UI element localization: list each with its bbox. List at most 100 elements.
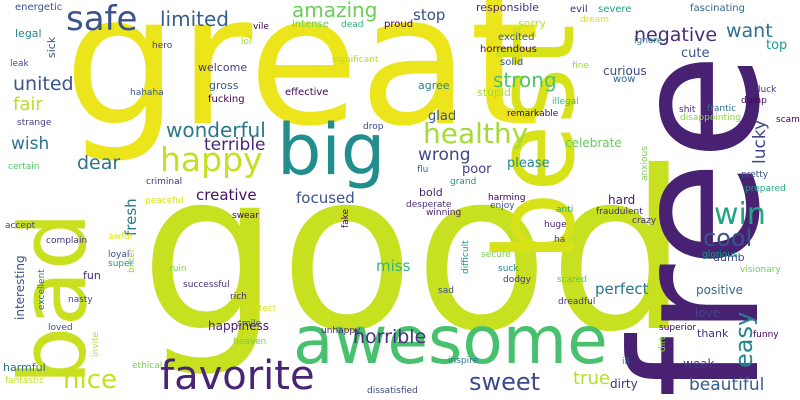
word: remarkable — [507, 109, 559, 119]
word: frantic — [707, 104, 737, 114]
word: stop — [413, 6, 446, 24]
word: pretty — [741, 170, 769, 180]
word: smile — [237, 319, 261, 329]
word: secure — [481, 250, 511, 260]
word: celebrate — [565, 136, 622, 150]
word-vertical: anxious — [640, 146, 650, 181]
word-vertical: interesting — [13, 255, 27, 320]
word: prepared — [745, 184, 786, 194]
word: harmful — [3, 361, 46, 374]
word: huge — [544, 220, 567, 230]
word: dumb — [713, 251, 745, 264]
word: awesome — [293, 302, 608, 379]
word: heaven — [233, 337, 267, 347]
word: legal — [15, 27, 42, 40]
word: true — [573, 368, 610, 389]
word-vertical: invite — [91, 331, 101, 357]
word: sorry — [518, 17, 546, 30]
word: limited — [160, 7, 229, 31]
word: big — [277, 109, 386, 191]
word: responsible — [476, 1, 540, 14]
word: positive — [696, 283, 744, 297]
word: fraudulent — [596, 207, 643, 217]
word: accept — [5, 221, 36, 231]
word: fair — [13, 94, 43, 115]
word: complain — [46, 236, 88, 246]
word-vertical: dirt — [658, 336, 668, 352]
word: hero — [152, 41, 173, 51]
word: united — [13, 73, 74, 95]
word: energetic — [15, 2, 63, 13]
word: severe — [598, 4, 632, 15]
word: horrendous — [480, 44, 537, 55]
word: glorious — [702, 250, 738, 260]
word: dissatisfied — [367, 386, 418, 396]
word: fun — [83, 269, 101, 282]
word: wish — [11, 134, 50, 154]
word: ethical — [132, 361, 163, 371]
word: hard — [608, 193, 636, 207]
word: scared — [557, 275, 587, 285]
word: miss — [376, 257, 411, 275]
word: intense — [292, 19, 329, 30]
word: happiness — [208, 319, 270, 333]
word: dear — [77, 152, 121, 174]
word: wonderful — [166, 118, 266, 142]
word: grand — [450, 177, 477, 187]
word: dirty — [610, 377, 638, 391]
word: unhappy — [321, 326, 361, 336]
word: excited — [498, 32, 535, 43]
word-vertical: excellent — [37, 269, 47, 310]
word: bold — [419, 186, 443, 199]
word: top — [766, 38, 788, 53]
word: nice — [63, 365, 117, 395]
word: sad — [438, 286, 454, 296]
word: crazy — [632, 216, 657, 226]
word: inspire — [448, 356, 479, 366]
word: cute — [681, 46, 710, 61]
word: weak — [683, 357, 715, 371]
word: wrong — [418, 145, 471, 165]
word: amazing — [292, 0, 378, 22]
word: thank — [697, 327, 729, 340]
word: harming — [488, 193, 526, 203]
word: certain — [8, 162, 40, 172]
word: hahaha — [130, 88, 164, 98]
word: enjoy — [490, 201, 515, 211]
word: criminal — [146, 177, 183, 187]
word: loved — [48, 323, 73, 333]
word: disappointing — [680, 113, 742, 123]
word: suck — [498, 264, 519, 274]
word: visionary — [740, 265, 781, 275]
word-vertical: difficult — [461, 240, 471, 274]
word: successful — [183, 280, 230, 290]
word: cool — [703, 224, 753, 252]
word: fine — [572, 61, 589, 71]
word-vertical: fake — [341, 208, 351, 228]
word: dream — [580, 15, 610, 25]
word: beautiful — [689, 375, 765, 395]
word: swear — [232, 211, 259, 221]
word: poor — [462, 162, 492, 177]
word: significant — [332, 55, 379, 65]
word: rich — [230, 292, 247, 302]
word: love — [695, 306, 721, 320]
word: illegal — [552, 97, 579, 107]
word: ill — [622, 357, 630, 367]
word: ha — [554, 235, 566, 245]
word: leak — [10, 59, 29, 69]
word: evil — [570, 4, 588, 15]
word: fucking — [208, 94, 245, 105]
word: happy — [160, 140, 263, 179]
word: shit — [679, 105, 696, 115]
word: safe — [66, 0, 138, 39]
word: strange — [17, 118, 52, 128]
word: proud — [384, 19, 414, 30]
word: curious — [603, 64, 647, 78]
word: gross — [209, 79, 239, 92]
word: superior — [659, 323, 697, 333]
word: glad — [428, 109, 457, 124]
word: dodgy — [503, 275, 531, 285]
word: dump — [741, 96, 767, 106]
word: strong — [493, 68, 557, 92]
